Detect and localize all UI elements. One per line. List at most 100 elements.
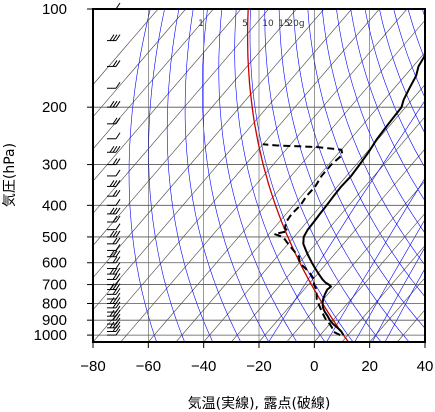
isotherm-line — [93, 9, 269, 214]
mixing-ratio-label: 15 — [278, 19, 289, 29]
isotherm-line — [93, 9, 159, 86]
wind-barb — [107, 256, 121, 264]
isotherm-line — [93, 9, 325, 279]
wind-barb-flag — [115, 244, 121, 251]
wind-barb — [107, 244, 121, 251]
wind-barb-flag — [115, 223, 121, 230]
wind-barb-flag — [109, 267, 115, 275]
y-tick-label: 500 — [42, 229, 67, 246]
wind-barb-flag — [115, 207, 121, 215]
x-tick-label: −80 — [80, 358, 105, 375]
wind-barb-flag — [115, 158, 121, 165]
wind-barb — [107, 158, 121, 166]
x-tick-label: −20 — [246, 358, 271, 375]
y-axis-title: 気圧(hPa) — [2, 143, 18, 207]
dry-adiabat-line — [148, 9, 185, 342]
isotherm-line — [369, 277, 425, 342]
wind-barb — [107, 81, 121, 89]
wind-barb-flag — [115, 237, 121, 245]
wind-barb-flag — [109, 34, 115, 41]
x-axis-title: 気温(実線), 露点(破線) — [188, 396, 331, 412]
wind-barb-flag — [115, 273, 121, 280]
isotherm-line — [203, 84, 425, 342]
wind-barb-flag — [115, 267, 121, 275]
wind-barb — [107, 117, 121, 125]
wind-barb — [107, 262, 121, 270]
dewpoint-line — [262, 143, 344, 336]
isotherm-line — [175, 52, 425, 342]
y-tick-label: 400 — [42, 197, 67, 214]
y-tick-label: 900 — [42, 312, 67, 329]
wind-barb — [107, 297, 121, 304]
parcel-line — [246, 9, 350, 342]
isotherm-line — [93, 9, 186, 118]
y-tick-label: 600 — [42, 255, 67, 272]
isotherm-line — [120, 9, 408, 342]
dry-adiabat-line — [166, 9, 213, 342]
wind-barb-flag — [115, 328, 121, 336]
mixing-ratio-line — [371, 246, 425, 342]
dry-adiabat-line — [364, 9, 425, 169]
wind-barb — [107, 145, 121, 153]
mixing-ratio-label: 20g — [287, 19, 304, 29]
isotherm-line — [314, 212, 425, 342]
wind-barb-flag — [115, 100, 121, 108]
mixing-ratio-label: 1 — [198, 19, 204, 29]
wind-barb — [107, 34, 121, 42]
wind-barbs — [107, 2, 121, 336]
dry-adiabat-line — [202, 9, 270, 342]
wind-barb-flag — [112, 250, 118, 257]
isotherm-line — [93, 9, 380, 342]
wind-barb-flag — [115, 117, 121, 125]
wind-barb-flag — [112, 273, 118, 280]
wind-barb — [107, 215, 121, 223]
mixing-ratio-line — [354, 218, 425, 342]
wind-barb-flag — [112, 237, 118, 245]
wind-barb-flag — [112, 180, 118, 187]
wind-barb-flag — [115, 292, 121, 300]
isotherm-line — [286, 180, 425, 342]
isotherm-line — [93, 9, 214, 150]
wind-barb — [107, 328, 121, 336]
wind-barb-flag — [115, 145, 121, 153]
wind-barb-flag — [112, 189, 118, 197]
wind-barb-flag — [115, 301, 121, 309]
wind-barb-flag — [109, 321, 115, 329]
wind-barb-flag — [109, 100, 115, 108]
temperature-line — [302, 54, 425, 336]
dry-adiabat-line — [321, 9, 425, 266]
wind-barb-flag — [115, 230, 121, 238]
wind-barb-flag — [109, 297, 115, 304]
plot-series — [246, 9, 425, 342]
wind-barb-flag — [112, 158, 118, 165]
wind-barb-flag — [109, 250, 115, 257]
wind-barb-flag — [109, 230, 115, 238]
wind-barb — [107, 169, 121, 177]
wind-barb — [107, 305, 121, 313]
wind-barb — [107, 207, 121, 215]
wind-barb-flag — [112, 256, 118, 264]
dry-adiabat-line — [278, 9, 410, 342]
isotherm-line — [231, 116, 425, 342]
wind-barb-flag — [115, 132, 121, 140]
wind-barb — [107, 321, 121, 329]
isotherm-line — [93, 9, 242, 182]
x-tick-label: 40 — [417, 358, 434, 375]
wind-barb — [107, 132, 121, 140]
wind-barb-flag — [115, 189, 121, 197]
wind-barb-flag — [115, 60, 121, 67]
wind-barb — [107, 292, 121, 300]
wind-barb-flag — [115, 169, 121, 177]
wind-barb-flag — [109, 207, 115, 215]
wind-barb-flag — [112, 100, 118, 108]
isotherm-line — [341, 245, 425, 342]
mixing-ratio-label: 10 — [262, 19, 274, 29]
wind-barb-flag — [115, 199, 121, 206]
wind-barb — [107, 199, 121, 206]
isotherm-line — [93, 9, 352, 311]
wind-barb-flag — [112, 207, 118, 215]
wind-barb — [107, 100, 121, 108]
wind-barb-flag — [115, 297, 121, 304]
